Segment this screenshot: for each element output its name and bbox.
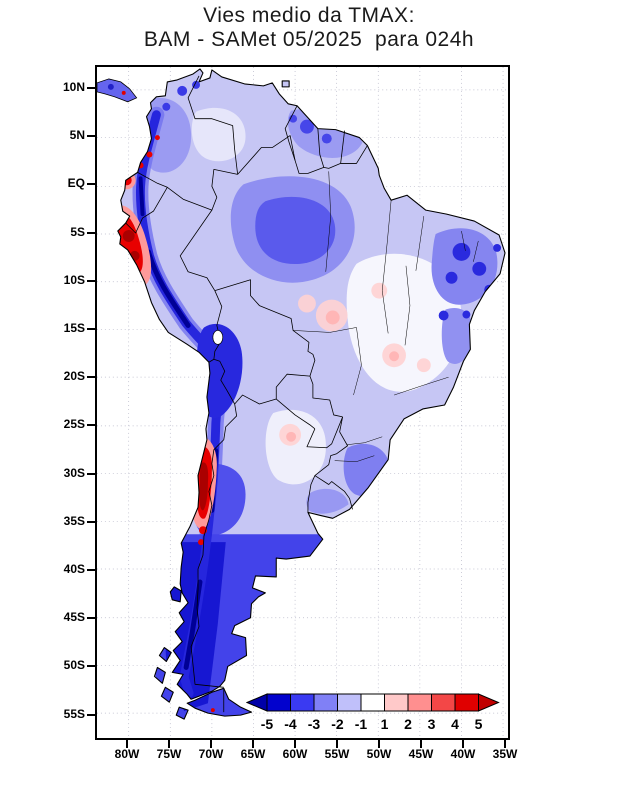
y-tick-label: 25S	[63, 417, 85, 432]
y-tick-label: 10S	[63, 272, 85, 287]
y-tick-mark	[87, 279, 95, 282]
y-tick-mark	[87, 520, 95, 523]
y-tick-label: EQ	[67, 176, 85, 191]
colorbar-tick-label: -2	[331, 716, 344, 732]
y-tick-label: 30S	[63, 465, 85, 480]
colorbar-left-arrow	[246, 693, 268, 712]
chart-title-line2: BAM - SAMet 05/2025 para 024h	[143, 28, 475, 51]
x-tick-mark	[126, 740, 128, 748]
y-tick-label: 15S	[63, 321, 85, 335]
y-tick-label: 5S	[70, 224, 85, 239]
y-tick-label: 55S	[63, 706, 85, 721]
colorbar-tick-label: 3	[428, 716, 436, 732]
x-tick-mark	[504, 740, 506, 748]
y-tick-mark	[87, 231, 95, 234]
y-tick-label: 45S	[63, 610, 85, 625]
y-tick-label: 50S	[63, 658, 85, 673]
map-plot-frame	[95, 65, 510, 740]
x-tick-label: 55W	[324, 747, 350, 761]
x-tick-label: 40W	[450, 747, 476, 761]
x-tick-label: 50W	[366, 747, 392, 761]
chart-title-line1: Vies medio da TMAX:	[203, 4, 415, 27]
y-tick-mark	[87, 183, 95, 186]
colorbar-cell	[290, 693, 315, 712]
x-tick-label: 45W	[408, 747, 434, 761]
y-tick-mark	[87, 87, 95, 89]
coastline	[117, 68, 506, 720]
south-america-map	[97, 67, 508, 738]
near-zero-region-chaco	[265, 409, 327, 485]
x-tick-mark	[210, 740, 212, 748]
x-tick-label: 75W	[156, 747, 182, 761]
positive-bias-region-central-chile	[190, 435, 217, 546]
x-tick-mark	[420, 740, 422, 748]
y-tick-mark	[87, 135, 95, 138]
colorbar: -5 -4 -3 -2 -1 1 2 3 4 5	[246, 693, 500, 732]
x-tick-mark	[168, 740, 170, 748]
colorbar-right-arrow	[478, 693, 500, 712]
x-tick-label: 35W	[492, 747, 518, 761]
colorbar-tick-label: 5	[475, 716, 483, 732]
y-tick-mark	[87, 328, 95, 330]
colorbar-cell	[337, 693, 362, 712]
y-tick-mark	[87, 376, 95, 379]
colorbar-tick-label: 1	[381, 716, 389, 732]
colorbar-cell	[454, 693, 479, 712]
y-tick-mark	[87, 713, 95, 716]
y-tick-mark	[87, 472, 95, 475]
panama-corner-land	[97, 78, 138, 103]
colorbar-cell	[313, 693, 338, 712]
colorbar-tick-label: 4	[451, 716, 459, 732]
x-tick-mark	[336, 740, 338, 748]
y-tick-label: 10N	[62, 80, 85, 94]
y-tick-label: 5N	[69, 128, 85, 143]
x-tick-mark	[462, 740, 464, 748]
state-borders	[293, 171, 479, 462]
colorbar-cell	[360, 693, 385, 712]
negative-region-ne-brazil	[431, 228, 498, 305]
lake-titicaca	[212, 330, 224, 345]
y-tick-mark	[87, 617, 95, 620]
x-tick-mark	[252, 740, 254, 748]
colorbar-tick-label: 2	[404, 716, 412, 732]
colorbar-tick-label: -5	[261, 716, 274, 732]
x-tick-mark	[378, 740, 380, 748]
y-tick-label: 40S	[63, 562, 85, 576]
colorbar-tick-label: -3	[308, 716, 321, 732]
colorbar-tick-label: -4	[284, 716, 297, 732]
x-tick-label: 70W	[198, 747, 224, 761]
x-tick-mark	[294, 740, 296, 748]
colorbar-cell	[431, 693, 456, 712]
y-tick-mark	[87, 569, 95, 571]
x-tick-label: 65W	[240, 747, 266, 761]
y-tick-mark	[87, 424, 95, 427]
colorbar-cell	[384, 693, 409, 712]
y-tick-label: 35S	[63, 513, 85, 528]
colorbar-tick-label: -1	[355, 716, 368, 732]
colorbar-cell	[266, 693, 291, 712]
x-tick-label: 60W	[282, 747, 308, 761]
y-tick-mark	[87, 665, 95, 668]
x-tick-label: 80W	[114, 747, 140, 761]
country-borders	[125, 75, 368, 713]
y-tick-label: 20S	[63, 369, 85, 384]
colorbar-cell	[407, 693, 432, 712]
